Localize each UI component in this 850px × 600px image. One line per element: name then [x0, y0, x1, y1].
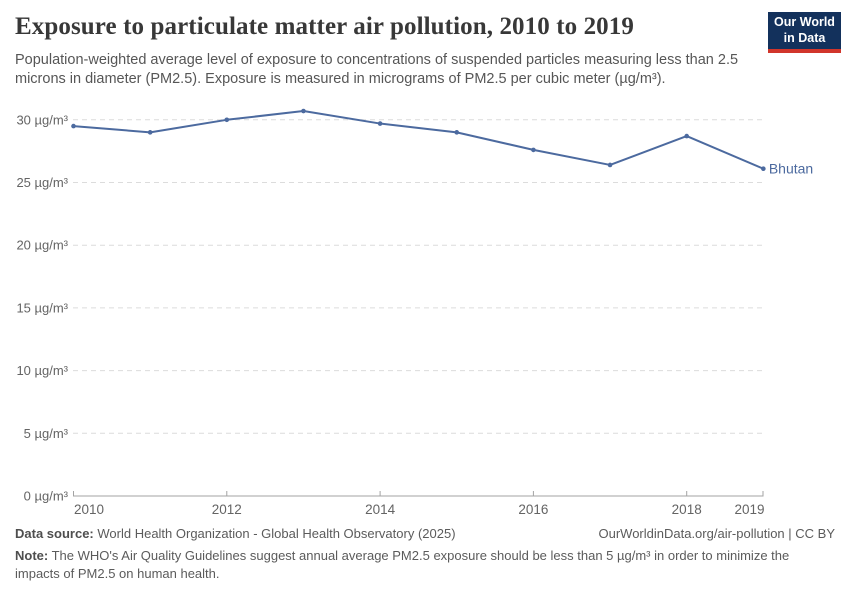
data-point[interactable]	[607, 162, 613, 168]
x-tick-label: 2018	[672, 502, 702, 517]
y-tick-label: 20 µg/m³	[16, 238, 68, 253]
y-tick-label: 10 µg/m³	[16, 363, 68, 378]
x-tick-label: 2010	[74, 502, 104, 517]
y-tick-label: 0 µg/m³	[24, 489, 69, 504]
x-tick-label: 2019	[734, 502, 764, 517]
data-line	[72, 110, 765, 170]
owid-logo-box: Our World in Data	[768, 12, 841, 49]
data-point[interactable]	[761, 166, 766, 172]
data-source-text: Data source: World Health Organization -…	[15, 526, 456, 541]
footer-source-row: Data source: World Health Organization -…	[15, 526, 835, 541]
x-tick-label: 2012	[212, 502, 242, 517]
data-point[interactable]	[71, 123, 76, 129]
owid-license-link[interactable]: OurWorldinData.org/air-pollution | CC BY	[598, 526, 835, 541]
data-point[interactable]	[301, 108, 306, 114]
data-point[interactable]	[224, 117, 230, 123]
data-point[interactable]	[147, 130, 153, 135]
chart-header: Exposure to particulate matter air pollu…	[0, 0, 850, 95]
chart-footer: Data source: World Health Organization -…	[15, 526, 835, 583]
y-tick-label: 5 µg/m³	[24, 426, 69, 441]
chart-canvas: 0 µg/m³ 5 µg/m³ 10 µg/m³ 15 µg/m³ 20 µg/m³ 25…	[16, 108, 813, 517]
data-point[interactable]	[684, 133, 689, 139]
data-source-label: Data source:	[15, 526, 94, 541]
x-tick-label: 2016	[518, 502, 548, 517]
x-tick-label: 2014	[365, 502, 396, 517]
footer-note: Note: The WHO's Air Quality Guidelines s…	[15, 547, 837, 583]
page-title: Exposure to particulate matter air pollu…	[15, 13, 634, 40]
series-label[interactable]: Bhutan	[769, 160, 813, 176]
owid-logo-line2: in Data	[783, 30, 826, 45]
footer-note-text: The WHO's Air Quality Guidelines suggest…	[15, 548, 790, 581]
data-point[interactable]	[377, 121, 383, 126]
owid-logo-line1: Our World	[774, 15, 835, 30]
y-tick-label: 30 µg/m³	[16, 112, 68, 127]
data-source-value: World Health Organization - Global Healt…	[97, 526, 456, 541]
footer-note-label: Note:	[15, 548, 49, 563]
y-tick-label: 15 µg/m³	[16, 300, 68, 315]
data-point[interactable]	[531, 147, 536, 153]
owid-logo-accent-bar	[768, 49, 841, 53]
data-point[interactable]	[454, 130, 460, 135]
owid-logo[interactable]: Our World in Data	[768, 12, 841, 53]
chart-subtitle: Population-weighted average level of exp…	[15, 52, 739, 88]
y-tick-label: 25 µg/m³	[16, 175, 68, 190]
